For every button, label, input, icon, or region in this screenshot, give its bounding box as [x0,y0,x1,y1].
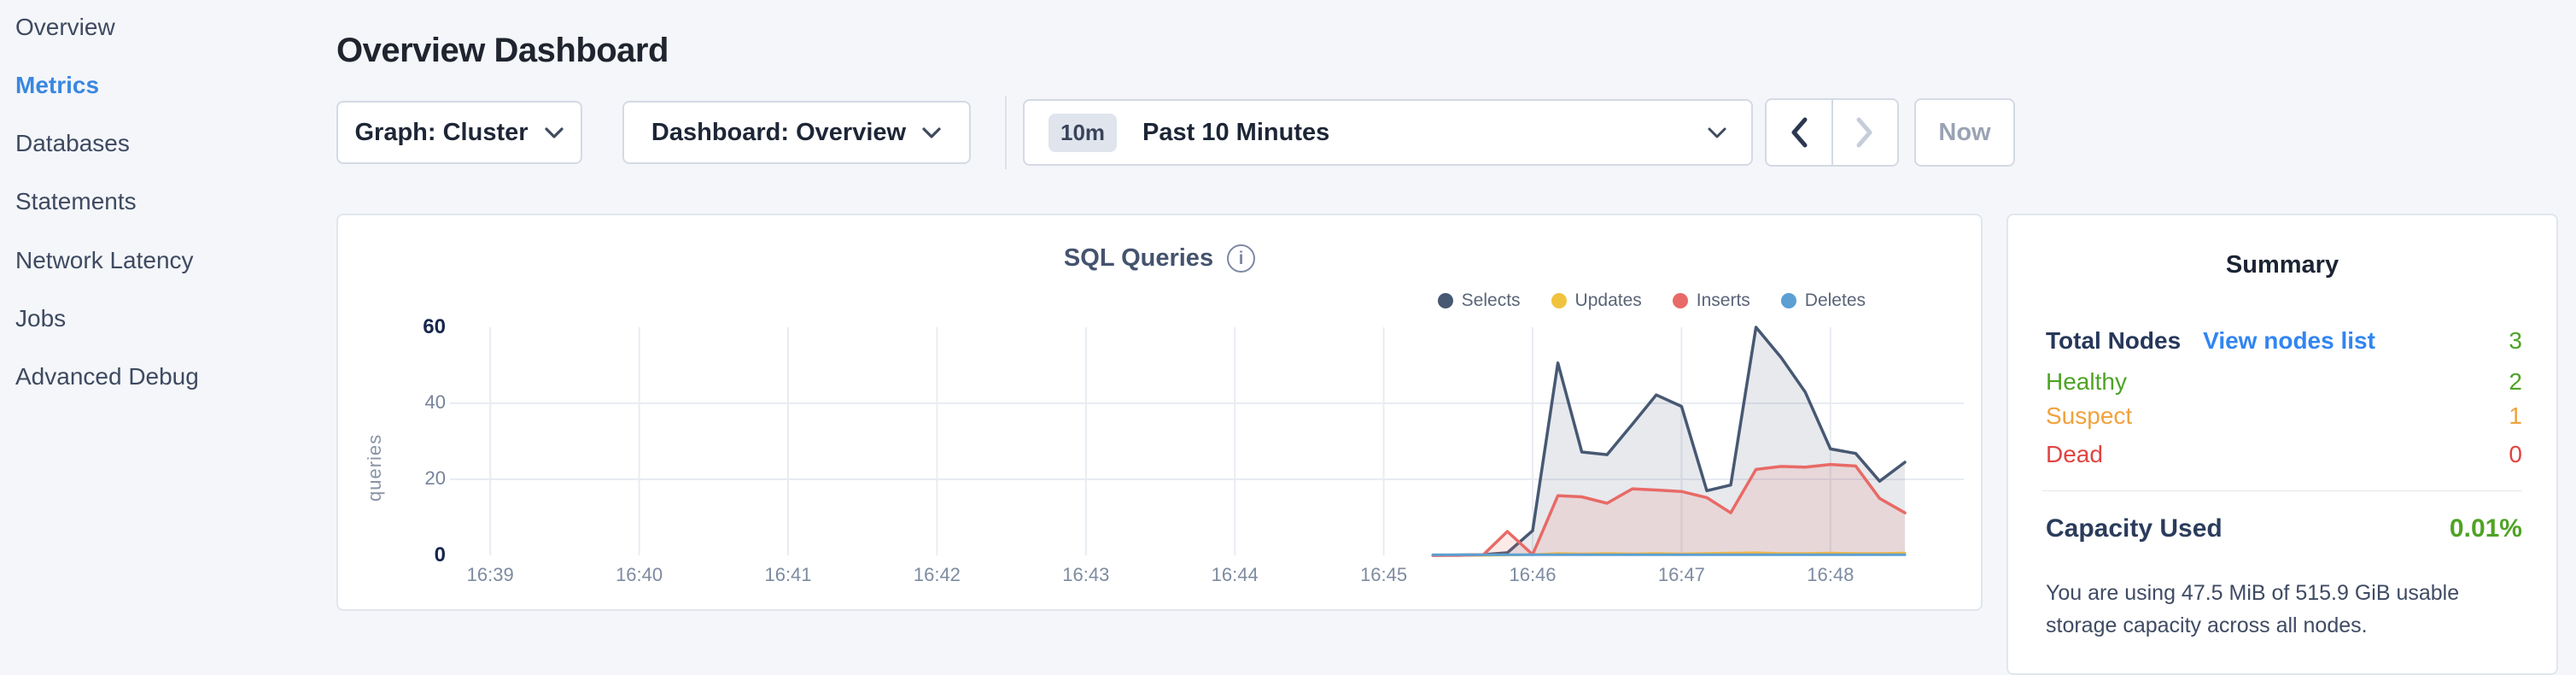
y-tick-40: 40 [424,391,446,413]
legend-dot-selects [1437,293,1453,308]
chevron-down-icon [922,126,941,138]
dead-nodes-row: Dead 0 [2046,438,2522,471]
x-tick-1648: 16:48 [1807,564,1855,585]
capacity-label: Capacity Used [2046,514,2223,543]
y-tick-60: 60 [423,315,446,338]
suspect-nodes-row: Suspect 1 [2046,400,2522,432]
x-tick-1641: 16:41 [764,564,812,585]
summary-divider [2042,490,2522,491]
sidebar-item-statements[interactable]: Statements [15,188,137,214]
view-nodes-list-link[interactable]: View nodes list [2203,327,2375,354]
chevron-down-icon [1708,127,1726,138]
legend-item-inserts: Inserts [1672,291,1750,311]
suspect-label: Suspect [2046,402,2133,429]
legend-dot-deletes [1780,293,1796,308]
healthy-label: Healthy [2046,368,2127,395]
sidebar: Overview Metrics Databases Statements Networ… [0,0,333,624]
x-tick-1644: 16:44 [1211,564,1259,585]
dead-label: Dead [2046,441,2103,467]
capacity-value: 0.01% [2449,514,2522,543]
legend-dot-inserts [1672,293,1688,308]
now-button[interactable]: Now [1914,98,2015,167]
x-tick-1640: 16:40 [616,564,663,585]
sql-queries-plot [450,326,1964,557]
chart-legend: Selects Updates Inserts Deletes [1437,291,1866,311]
x-tick-1643: 16:43 [1062,564,1110,585]
chevron-left-icon [1791,117,1808,148]
total-nodes-value: 3 [2509,327,2522,354]
graph-dropdown[interactable]: Graph: Cluster [336,101,582,164]
y-tick-20: 20 [424,467,446,489]
x-tick-1642: 16:42 [913,564,961,585]
x-tick-1639: 16:39 [466,564,514,585]
legend-item-deletes: Deletes [1780,291,1866,311]
controls-divider [1005,96,1007,169]
dashboard-dropdown[interactable]: Dashboard: Overview [622,101,971,164]
next-time-button[interactable] [1831,100,1898,165]
chevron-right-icon [1856,117,1872,148]
page-title: Overview Dashboard [336,31,669,69]
sidebar-item-jobs[interactable]: Jobs [15,305,67,332]
x-tick-1647: 16:47 [1657,564,1705,585]
time-range-label: Past 10 Minutes [1142,118,1330,146]
time-range-badge: 10m [1049,113,1118,152]
time-range-selector[interactable]: 10m Past 10 Minutes [1023,99,1753,166]
dashboard-dropdown-label: Dashboard: Overview [651,118,907,146]
x-tick-1645: 16:45 [1360,564,1408,585]
sidebar-item-advanced-debug[interactable]: Advanced Debug [15,363,199,390]
total-nodes-row: Total Nodes View nodes list 3 [2046,325,2522,357]
legend-label: Deletes [1804,291,1866,310]
sidebar-item-metrics[interactable]: Metrics [15,72,100,98]
capacity-description: You are using 47.5 MiB of 515.9 GiB usab… [2046,581,2460,637]
legend-label: Selects [1461,291,1521,310]
chevron-down-icon [544,126,564,138]
graph-dropdown-label: Graph: Cluster [354,118,529,146]
dead-value: 0 [2509,441,2522,467]
summary-panel: Summary Total Nodes View nodes list 3 He… [2006,214,2558,675]
healthy-value: 2 [2509,368,2522,395]
total-nodes-label: Total Nodes [2046,327,2182,354]
legend-dot-updates [1551,293,1567,308]
y-tick-0: 0 [434,543,446,566]
chart-title: SQL Queries [1063,244,1214,272]
info-icon[interactable]: i [1227,244,1256,273]
now-button-label: Now [1938,118,1991,146]
summary-title: Summary [2225,251,2339,279]
sql-queries-chart-card: SQL Queries i Selects Updates Inserts Delet… [336,214,1983,611]
suspect-value: 1 [2509,402,2522,429]
legend-label: Updates [1574,291,1642,310]
capacity-row: Capacity Used 0.01% [2046,514,2522,543]
prev-time-button[interactable] [1767,100,1831,165]
x-tick-1646: 16:46 [1509,564,1557,585]
legend-item-selects: Selects [1437,291,1521,311]
sidebar-item-overview[interactable]: Overview [15,14,115,40]
sidebar-item-network-latency[interactable]: Network Latency [15,247,194,273]
legend-label: Inserts [1696,291,1750,310]
sidebar-item-databases[interactable]: Databases [15,130,130,156]
time-step-buttons [1765,98,1899,167]
legend-item-updates: Updates [1551,291,1642,311]
healthy-nodes-row: Healthy 2 [2046,366,2522,398]
